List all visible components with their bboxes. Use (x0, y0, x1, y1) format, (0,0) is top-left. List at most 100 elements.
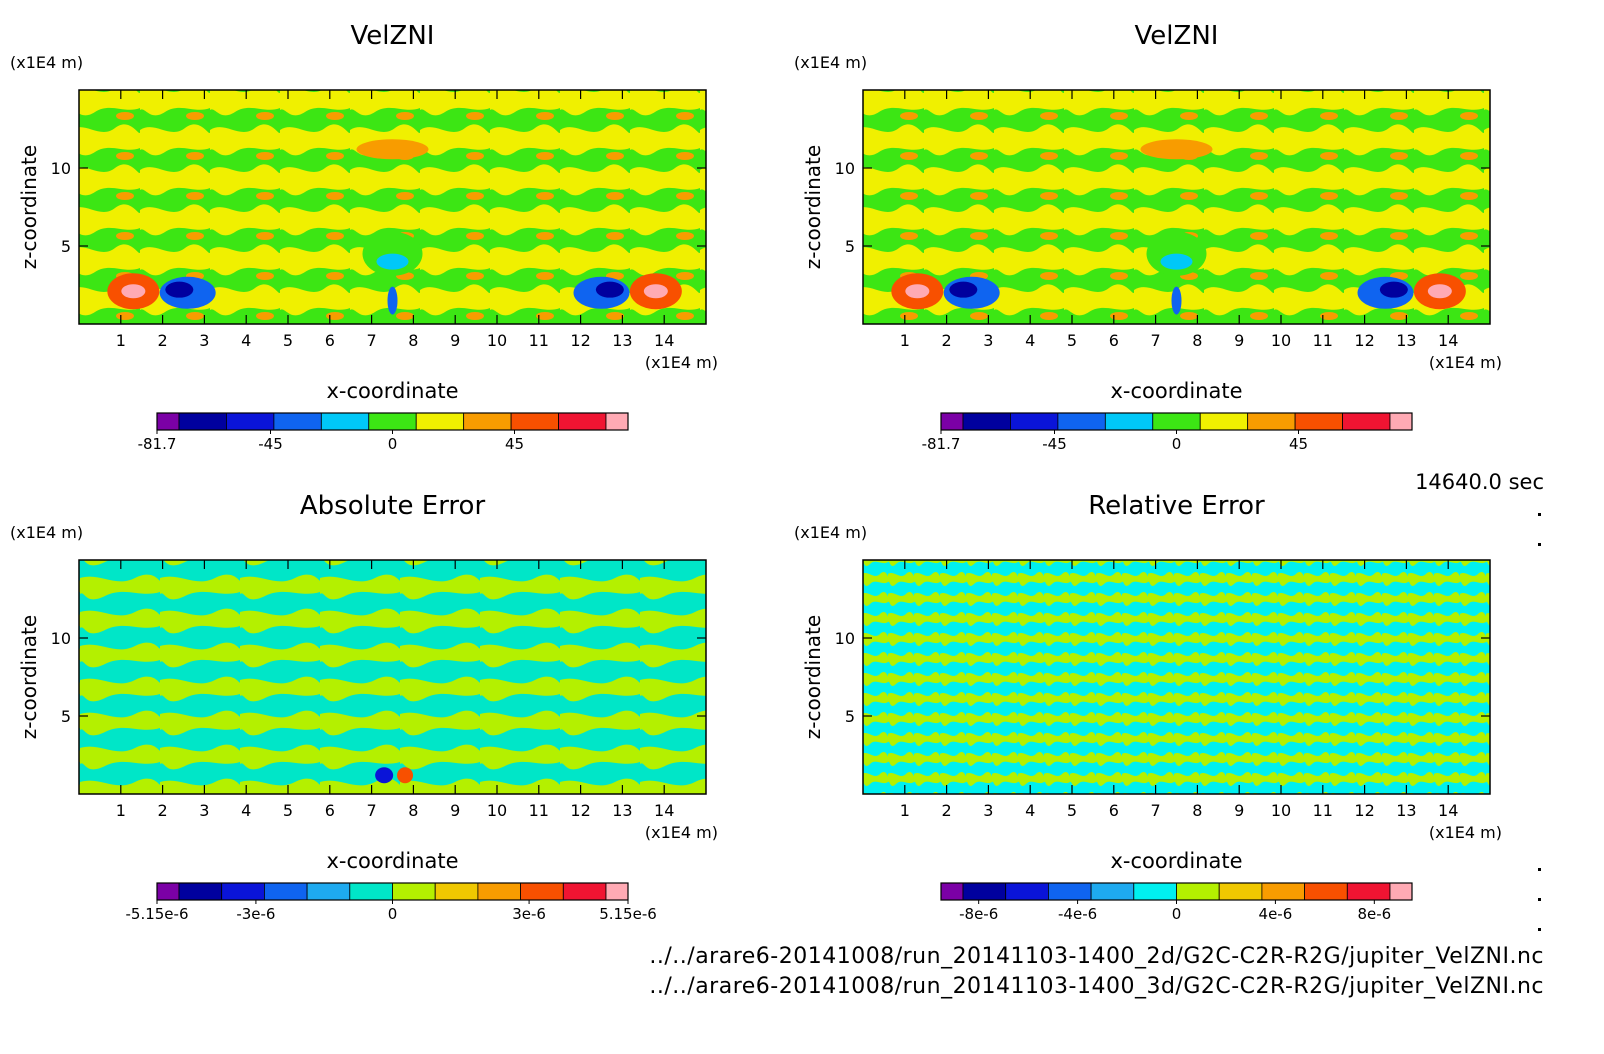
colorbar-segment (463, 412, 512, 431)
colorbar: -5.15e-6 -3e-6 0 3e-6 5.15e-6 (126, 882, 657, 923)
x-unit-label: (x1E4 m) (645, 353, 718, 372)
colorbar-segment (1342, 412, 1391, 431)
y-axis-label: z-coordinate (801, 145, 825, 269)
contour-blob-minimum (1379, 281, 1408, 298)
x-tick-label: 10 (1271, 801, 1291, 820)
x-tick-label: 14 (1438, 801, 1458, 820)
y-tick-label: 10 (835, 629, 855, 648)
colorbar-segment (156, 412, 180, 431)
x-tick-label: 12 (1354, 331, 1374, 350)
x-tick-label: 4 (241, 331, 251, 350)
x-tick-label: 4 (1025, 331, 1035, 350)
x-tick-label: 9 (450, 331, 460, 350)
x-unit-label: (x1E4 m) (1429, 823, 1502, 842)
x-tick-label: 14 (1438, 331, 1458, 350)
colorbar: -81.7 -45 0 45 (922, 412, 1413, 453)
y-unit-label: (x1E4 m) (10, 53, 83, 72)
x-axis-label: x-coordinate (326, 379, 458, 403)
plot-frame (78, 559, 707, 795)
colorbar-segment (221, 882, 265, 901)
contour-features (107, 139, 682, 315)
y-axis-label: z-coordinate (17, 615, 41, 739)
x-tick-label: 7 (367, 331, 377, 350)
chart-title: Relative Error (1088, 491, 1265, 521)
x-tick-label: 8 (408, 331, 418, 350)
colorbar-tick-label: 8e-6 (1357, 905, 1391, 923)
x-tick-label: 2 (158, 331, 168, 350)
x-tick-label: 13 (1396, 801, 1416, 820)
x-unit-label: (x1E4 m) (1429, 353, 1502, 372)
x-tick-label: 9 (1234, 801, 1244, 820)
x-tick-label: 12 (570, 801, 590, 820)
colorbar-segment (1247, 412, 1296, 431)
colorbar-segment (510, 412, 559, 431)
plot-frame (78, 89, 707, 325)
colorbar-tick-label: 0 (388, 905, 398, 923)
colorbar-segment (605, 412, 629, 431)
x-axis-label: x-coordinate (326, 849, 458, 873)
decoration-dot (1538, 513, 1541, 516)
chart-title: VelZNI (1135, 21, 1219, 51)
colorbar-tick-label: 0 (388, 435, 398, 453)
x-tick-label: 2 (942, 331, 952, 350)
x-tick-label: 1 (116, 331, 126, 350)
colorbar-segment (368, 412, 417, 431)
colorbar-segment (940, 882, 964, 901)
colorbar-segment (263, 882, 308, 901)
x-tick-label: 10 (1271, 331, 1291, 350)
colorbar-segment (1389, 882, 1413, 901)
error-blob-positive (397, 767, 414, 784)
x-tick-label: 5 (283, 801, 293, 820)
colorbar-segment (962, 412, 1011, 431)
colorbar-tick-label: -45 (1042, 435, 1067, 453)
colorbar-segment (558, 412, 607, 431)
colorbar-tick-label: 3e-6 (512, 905, 546, 923)
colorbar-segment (1176, 882, 1220, 901)
contour-field (79, 560, 706, 794)
colorbar-segment (273, 412, 322, 431)
x-axis-label: x-coordinate (1110, 379, 1242, 403)
x-tick-label: 4 (1025, 801, 1035, 820)
colorbar-tick-label: 5.15e-6 (599, 905, 657, 923)
x-tick-label: 1 (900, 801, 910, 820)
colorbar-segment (962, 882, 1007, 901)
colorbar-segment (1104, 412, 1154, 431)
colorbar-segment (477, 882, 521, 901)
x-tick-label: 14 (654, 801, 674, 820)
colorbar-segment (1218, 882, 1263, 901)
decoration-dot (1538, 898, 1541, 901)
colorbar-segment (434, 882, 479, 901)
colorbar-segment (605, 882, 629, 901)
x-tick-label: 11 (1313, 801, 1333, 820)
colorbar-segment (156, 882, 180, 901)
contour-stem (387, 286, 398, 315)
x-tick-label: 6 (1109, 331, 1119, 350)
x-tick-label: 1 (900, 331, 910, 350)
colorbar: -8e-6 -4e-6 0 4e-6 8e-6 (940, 882, 1413, 923)
error-blob-negative (375, 767, 394, 784)
y-unit-label: (x1E4 m) (794, 523, 867, 542)
y-tick-label: 5 (845, 707, 855, 726)
plot-frame (862, 559, 1491, 795)
colorbar-tick-label: 45 (1289, 435, 1308, 453)
y-tick-label: 10 (51, 159, 71, 178)
x-tick-label: 13 (1396, 331, 1416, 350)
chart-panel-1: VelZNI(x1E4 m)(x1E4 m)1 2 3 4 5 6 7 8 9 10 11 12 13 1… (10, 21, 718, 453)
colorbar-tick-label: -3e-6 (236, 905, 275, 923)
footer-file-path-2d: ../../arare6-20141008/run_20141103-1400_… (649, 944, 1544, 969)
x-tick-label: 5 (283, 331, 293, 350)
colorbar-segment (1389, 412, 1413, 431)
x-tick-label: 12 (1354, 801, 1374, 820)
x-tick-label: 7 (1151, 801, 1161, 820)
colorbar-segment (1152, 412, 1201, 431)
colorbar-tick-label: 4e-6 (1259, 905, 1293, 923)
contour-blob-minimum (949, 281, 978, 298)
simulation-time: 14640.0 sec (1415, 470, 1544, 494)
decoration-dot (1538, 928, 1541, 931)
x-tick-label: 3 (199, 331, 209, 350)
x-tick-label: 10 (487, 331, 507, 350)
y-tick-label: 5 (61, 237, 71, 256)
y-axis-label: z-coordinate (801, 615, 825, 739)
contour-blob-peak (121, 284, 146, 299)
contour-stem (1171, 286, 1182, 315)
